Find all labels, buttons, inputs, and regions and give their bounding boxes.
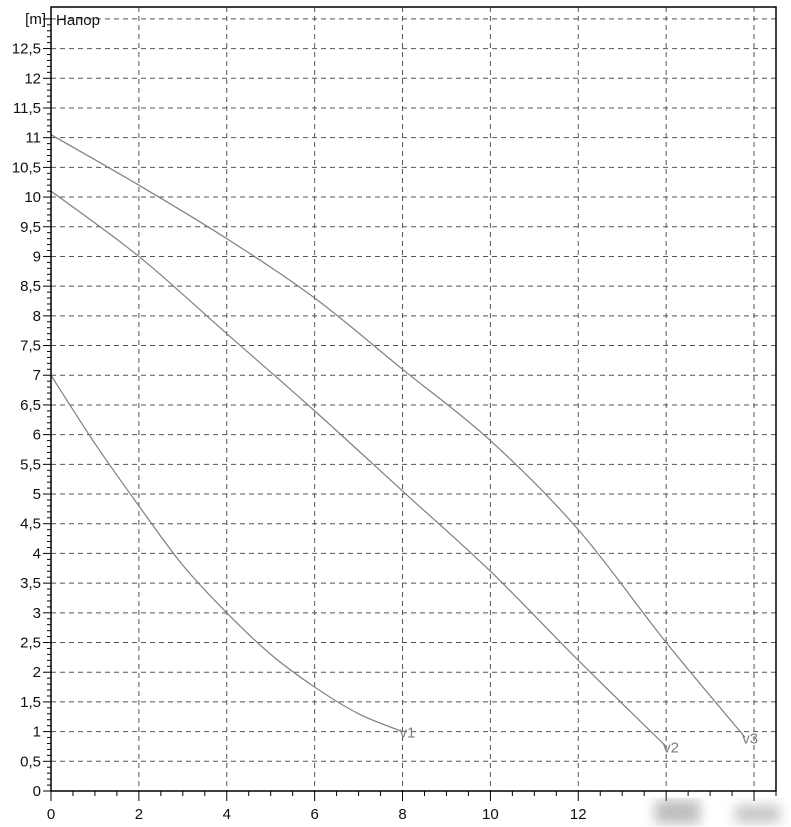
x-tick-label: 10 (482, 806, 499, 823)
y-tick-label: 7 (33, 367, 41, 384)
series-line-v2 (50, 190, 667, 747)
y-tick-label: 2,5 (20, 635, 41, 652)
y-tick-label: 5,5 (20, 456, 41, 473)
y-tick-label: 8 (33, 308, 41, 325)
y-tick-label: 11 (25, 130, 41, 147)
y-tick-label: 3,5 (20, 575, 41, 592)
y-tick-label: 3 (33, 605, 41, 622)
series-line-v3 (50, 134, 746, 738)
y-tick-label: 0,5 (20, 753, 41, 770)
y-tick-label: 10,5 (12, 159, 41, 176)
y-axis-unit: [m] (25, 11, 46, 28)
x-tick-label: 0 (47, 806, 55, 823)
axes: 00,511,522,533,544,555,566,577,588,599,5… (12, 18, 777, 823)
x-tick-label: 4 (223, 806, 231, 823)
series-line-v1 (50, 374, 403, 733)
y-tick-label: 9,5 (20, 219, 41, 236)
grid (51, 7, 776, 791)
series-label-v2: v2 (663, 739, 679, 756)
series-group: v1 v2 v3 (50, 134, 758, 756)
y-tick-label: 0 (33, 783, 41, 800)
chart-title: Напор (56, 12, 100, 29)
y-tick-label: 1,5 (20, 694, 41, 711)
y-tick-label: 10 (24, 189, 41, 206)
y-tick-label: 9 (33, 248, 41, 265)
y-tick-label: 7,5 (20, 338, 41, 355)
y-tick-label: 6 (33, 427, 41, 444)
series-label-v1: v1 (400, 725, 416, 742)
x-tick-label: 8 (398, 806, 406, 823)
watermark (655, 800, 780, 824)
x-tick-label: 12 (570, 806, 587, 823)
x-tick-label: 2 (135, 806, 143, 823)
y-tick-label: 6,5 (20, 397, 41, 414)
y-tick-label: 1 (33, 724, 41, 741)
y-tick-label: 11,5 (13, 100, 41, 117)
x-tick-label: 6 (310, 806, 318, 823)
y-tick-label: 8,5 (20, 278, 41, 295)
y-tick-label: 4,5 (20, 516, 41, 533)
y-tick-label: 2 (33, 664, 41, 681)
y-tick-label: 12,5 (12, 41, 41, 58)
plot-frame (50, 6, 777, 792)
y-tick-label: 12 (24, 70, 41, 87)
y-tick-label: 4 (33, 545, 41, 562)
y-tick-label: 5 (33, 486, 41, 503)
series-label-v3: v3 (742, 731, 758, 748)
